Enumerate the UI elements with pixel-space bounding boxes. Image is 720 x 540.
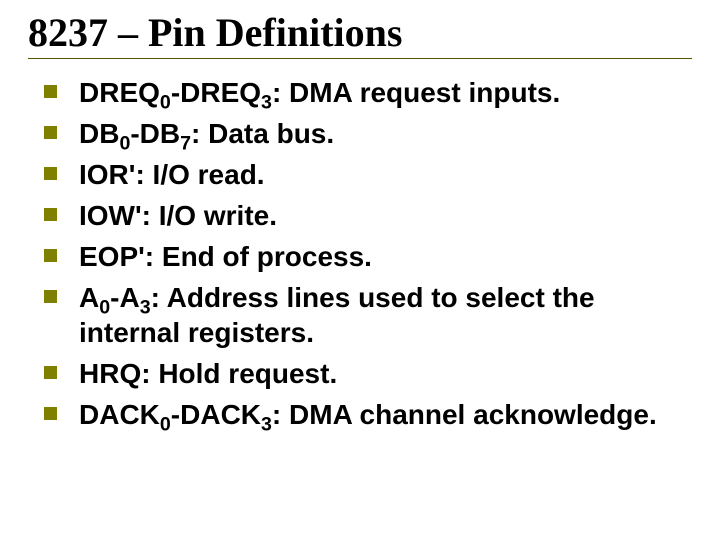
- list-item: A0-A3: Address lines used to select the …: [44, 280, 688, 350]
- bullet-icon: [44, 208, 57, 221]
- list-item-text: EOP': End of process.: [79, 239, 688, 274]
- definition-list: DREQ0-DREQ3: DMA request inputs. DB0-DB7…: [28, 75, 692, 432]
- list-item-text: IOR': I/O read.: [79, 157, 688, 192]
- list-item: IOW': I/O write.: [44, 198, 688, 233]
- bullet-icon: [44, 126, 57, 139]
- bullet-icon: [44, 167, 57, 180]
- slide: 8237 – Pin Definitions DREQ0-DREQ3: DMA …: [0, 0, 720, 540]
- list-item: DREQ0-DREQ3: DMA request inputs.: [44, 75, 688, 110]
- bullet-icon: [44, 407, 57, 420]
- list-item: EOP': End of process.: [44, 239, 688, 274]
- bullet-icon: [44, 249, 57, 262]
- list-item-text: A0-A3: Address lines used to select the …: [79, 280, 688, 350]
- list-item-text: HRQ: Hold request.: [79, 356, 688, 391]
- list-item-text: DB0-DB7: Data bus.: [79, 116, 688, 151]
- title-wrap: 8237 – Pin Definitions: [28, 10, 692, 59]
- list-item: IOR': I/O read.: [44, 157, 688, 192]
- bullet-icon: [44, 85, 57, 98]
- list-item-text: DACK0-DACK3: DMA channel acknowledge.: [79, 397, 688, 432]
- list-item-text: DREQ0-DREQ3: DMA request inputs.: [79, 75, 688, 110]
- list-item: HRQ: Hold request.: [44, 356, 688, 391]
- list-item: DACK0-DACK3: DMA channel acknowledge.: [44, 397, 688, 432]
- bullet-icon: [44, 290, 57, 303]
- bullet-icon: [44, 366, 57, 379]
- list-item-text: IOW': I/O write.: [79, 198, 688, 233]
- list-item: DB0-DB7: Data bus.: [44, 116, 688, 151]
- page-title: 8237 – Pin Definitions: [28, 10, 692, 56]
